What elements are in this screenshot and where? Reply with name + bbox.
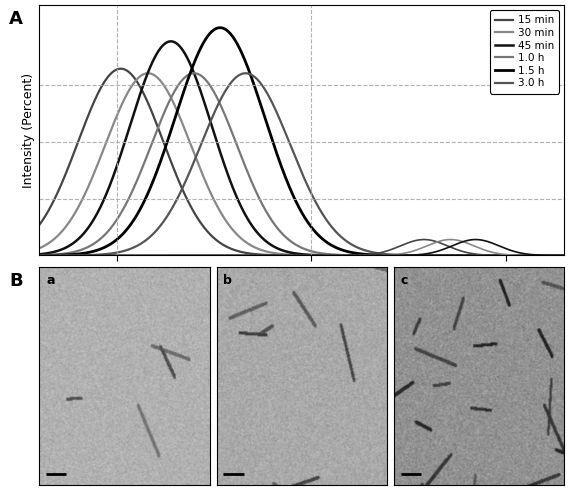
15 min [36, 222, 43, 228]
3.0 h [377, 251, 384, 257]
3.0 h [428, 252, 434, 258]
Text: c: c [401, 274, 408, 287]
45 min [428, 252, 434, 258]
15 min [351, 252, 357, 258]
15 min [131, 75, 138, 81]
45 min [351, 252, 357, 258]
30 min [131, 79, 138, 85]
3.0 h [561, 252, 568, 258]
1.5 h [351, 250, 357, 256]
1.5 h [377, 252, 384, 258]
Line: 1.0 h: 1.0 h [39, 73, 564, 255]
45 min [131, 108, 138, 114]
30 min [377, 252, 384, 258]
Legend: 15 min, 30 min, 45 min, 1.0 h, 1.5 h, 3.0 h: 15 min, 30 min, 45 min, 1.0 h, 1.5 h, 3.… [490, 10, 559, 94]
1.0 h [190, 70, 197, 76]
Line: 3.0 h: 3.0 h [39, 73, 564, 255]
30 min [351, 252, 357, 258]
15 min [237, 249, 243, 255]
1.0 h [467, 252, 474, 258]
1.0 h [131, 183, 138, 189]
Line: 15 min: 15 min [39, 69, 564, 255]
1.0 h [351, 252, 357, 258]
3.0 h [237, 72, 243, 78]
1.5 h [561, 252, 568, 258]
1.0 h [36, 252, 43, 258]
1.5 h [36, 252, 43, 258]
1.0 h [377, 252, 384, 258]
1.0 h [561, 252, 568, 258]
1.5 h [467, 252, 474, 258]
15 min [467, 252, 474, 258]
15 min [117, 66, 124, 72]
Line: 45 min: 45 min [39, 41, 564, 255]
15 min [561, 252, 568, 258]
15 min [428, 252, 434, 258]
3.0 h [467, 252, 474, 258]
1.5 h [428, 252, 434, 258]
Text: b: b [223, 274, 232, 287]
3.0 h [131, 244, 138, 250]
30 min [237, 234, 243, 240]
30 min [145, 70, 152, 76]
30 min [561, 252, 568, 258]
30 min [467, 252, 474, 258]
45 min [467, 252, 474, 258]
45 min [377, 252, 384, 258]
1.5 h [131, 216, 138, 221]
15 min [377, 252, 384, 258]
1.0 h [237, 150, 243, 156]
3.0 h [242, 70, 249, 76]
Y-axis label: Intensity (Percent): Intensity (Percent) [22, 73, 35, 188]
1.5 h [237, 46, 243, 52]
30 min [428, 252, 434, 258]
45 min [561, 252, 568, 258]
X-axis label: Size (d.nm): Size (d.nm) [266, 282, 337, 294]
Text: a: a [46, 274, 55, 287]
3.0 h [36, 252, 43, 258]
Text: B: B [9, 271, 23, 290]
45 min [168, 38, 174, 44]
Line: 30 min: 30 min [39, 73, 564, 255]
30 min [36, 245, 43, 251]
1.0 h [428, 252, 434, 258]
45 min [237, 201, 243, 207]
Text: A: A [9, 10, 23, 28]
3.0 h [351, 243, 357, 249]
1.5 h [217, 24, 223, 30]
45 min [36, 251, 43, 257]
Line: 1.5 h: 1.5 h [39, 27, 564, 255]
